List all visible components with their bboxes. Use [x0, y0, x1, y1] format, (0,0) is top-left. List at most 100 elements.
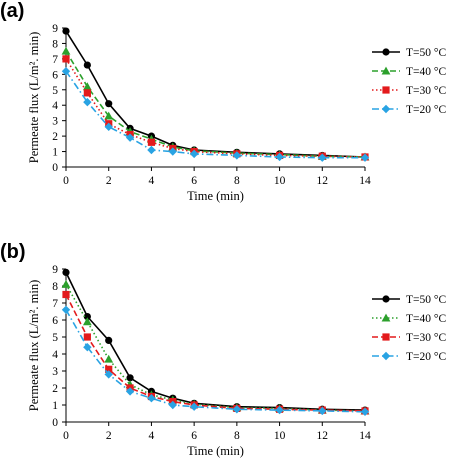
series-4 — [61, 305, 370, 416]
data-point — [61, 279, 71, 288]
x-tick-label: 10 — [274, 430, 286, 442]
legend-label: T=30 °C — [406, 85, 446, 97]
data-point — [105, 100, 113, 108]
legend-label: T=30 °C — [406, 332, 446, 344]
series-3 — [62, 55, 369, 161]
data-point — [147, 145, 156, 155]
y-tick-label: 7 — [52, 298, 58, 310]
legend-marker — [381, 313, 391, 322]
legend-label: T=50 °C — [406, 47, 446, 59]
y-tick-label: 8 — [52, 281, 58, 293]
legend: T=50 °C T=40 °C T=30 °C T=20 °C — [372, 294, 446, 363]
legend-marker — [382, 48, 390, 56]
legend-marker — [381, 351, 391, 361]
data-point — [125, 133, 135, 142]
series-4 — [61, 67, 370, 162]
data-point — [125, 387, 135, 396]
data-point — [360, 407, 370, 416]
data-point — [318, 406, 327, 416]
data-point — [62, 290, 70, 299]
data-point — [168, 400, 177, 410]
data-point — [61, 46, 71, 55]
series-1 — [62, 27, 369, 161]
legend-marker — [382, 86, 390, 94]
y-tick-label: 2 — [52, 383, 58, 395]
y-tick-label: 6 — [52, 315, 58, 327]
legend-marker — [381, 104, 391, 114]
y-axis-title: Permeate flux (L/m². min) — [27, 280, 41, 412]
y-tick-label: 5 — [52, 85, 58, 97]
x-tick-label: 10 — [274, 175, 286, 187]
data-point — [82, 82, 92, 91]
legend-label: T=20 °C — [406, 104, 446, 116]
y-tick-label: 0 — [52, 162, 58, 174]
data-point — [232, 151, 242, 160]
legend-label: T=40 °C — [406, 66, 446, 78]
legend-label: T=20 °C — [406, 351, 446, 363]
legend-marker — [382, 295, 390, 303]
x-tick-label: 8 — [234, 430, 240, 442]
series-line — [65, 30, 366, 158]
series-3 — [62, 290, 369, 415]
y-tick-label: 1 — [52, 400, 58, 412]
y-axis-title: Permeate flux (L/m². min) — [27, 32, 41, 164]
series-line — [65, 70, 365, 159]
data-point — [61, 305, 71, 314]
data-point — [126, 374, 134, 382]
y-tick-label: 1 — [52, 147, 58, 159]
data-point — [104, 111, 114, 120]
data-point — [83, 313, 91, 321]
data-point — [62, 268, 70, 276]
data-point — [83, 97, 92, 107]
data-point — [189, 149, 199, 159]
x-tick-label: 14 — [359, 175, 371, 187]
data-point — [83, 333, 91, 341]
x-tick-label: 2 — [106, 430, 112, 442]
legend-label: T=40 °C — [406, 313, 446, 325]
data-point — [147, 138, 156, 146]
x-tick-label: 14 — [359, 430, 371, 442]
data-point — [275, 405, 284, 415]
series-2 — [61, 279, 370, 415]
y-tick-label: 7 — [52, 54, 58, 66]
y-tick-label: 4 — [52, 100, 58, 112]
y-tick-label: 9 — [52, 264, 58, 276]
y-tick-label: 5 — [52, 332, 58, 344]
data-point — [168, 147, 177, 156]
panel-label: (b) — [0, 241, 26, 263]
data-point — [62, 55, 70, 63]
data-point — [189, 402, 199, 411]
x-tick-label: 8 — [234, 175, 240, 187]
data-point — [104, 370, 113, 379]
data-point — [275, 152, 284, 162]
y-tick-label: 6 — [52, 69, 58, 81]
x-tick-label: 4 — [149, 430, 155, 442]
data-point — [104, 354, 114, 363]
y-tick-label: 3 — [52, 366, 58, 378]
x-tick-label: 6 — [191, 430, 197, 442]
y-tick-label: 9 — [52, 23, 58, 35]
data-point — [62, 27, 70, 35]
x-tick-label: 2 — [106, 175, 112, 187]
data-point — [360, 153, 370, 162]
data-point — [105, 365, 113, 373]
x-tick-label: 12 — [317, 430, 329, 442]
x-axis-title: Time (min) — [187, 189, 244, 203]
data-point — [82, 317, 92, 326]
y-tick-label: 4 — [52, 349, 58, 361]
data-point — [83, 61, 91, 69]
x-tick-label: 0 — [63, 430, 69, 442]
x-tick-label: 12 — [317, 175, 329, 187]
x-tick-label: 4 — [149, 175, 155, 187]
series-line — [65, 58, 366, 158]
data-point — [232, 405, 242, 414]
y-tick-label: 8 — [52, 38, 58, 50]
data-point — [83, 89, 91, 97]
legend: T=50 °C T=40 °C T=30 °C T=20 °C — [372, 47, 446, 116]
y-tick-label: 0 — [52, 417, 58, 429]
data-point — [104, 122, 113, 132]
legend-marker — [382, 333, 390, 341]
